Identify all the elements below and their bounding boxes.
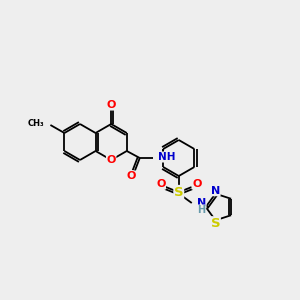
Text: N: N <box>197 198 206 208</box>
Text: CH₃: CH₃ <box>28 119 44 128</box>
Text: NH: NH <box>158 152 175 162</box>
Text: O: O <box>156 179 166 189</box>
Text: S: S <box>211 217 220 230</box>
Text: O: O <box>192 179 202 189</box>
Text: N: N <box>211 186 220 196</box>
Text: S: S <box>174 185 184 199</box>
Text: H: H <box>197 205 205 215</box>
Text: O: O <box>106 100 116 110</box>
Text: O: O <box>106 155 116 165</box>
Text: O: O <box>126 171 136 181</box>
